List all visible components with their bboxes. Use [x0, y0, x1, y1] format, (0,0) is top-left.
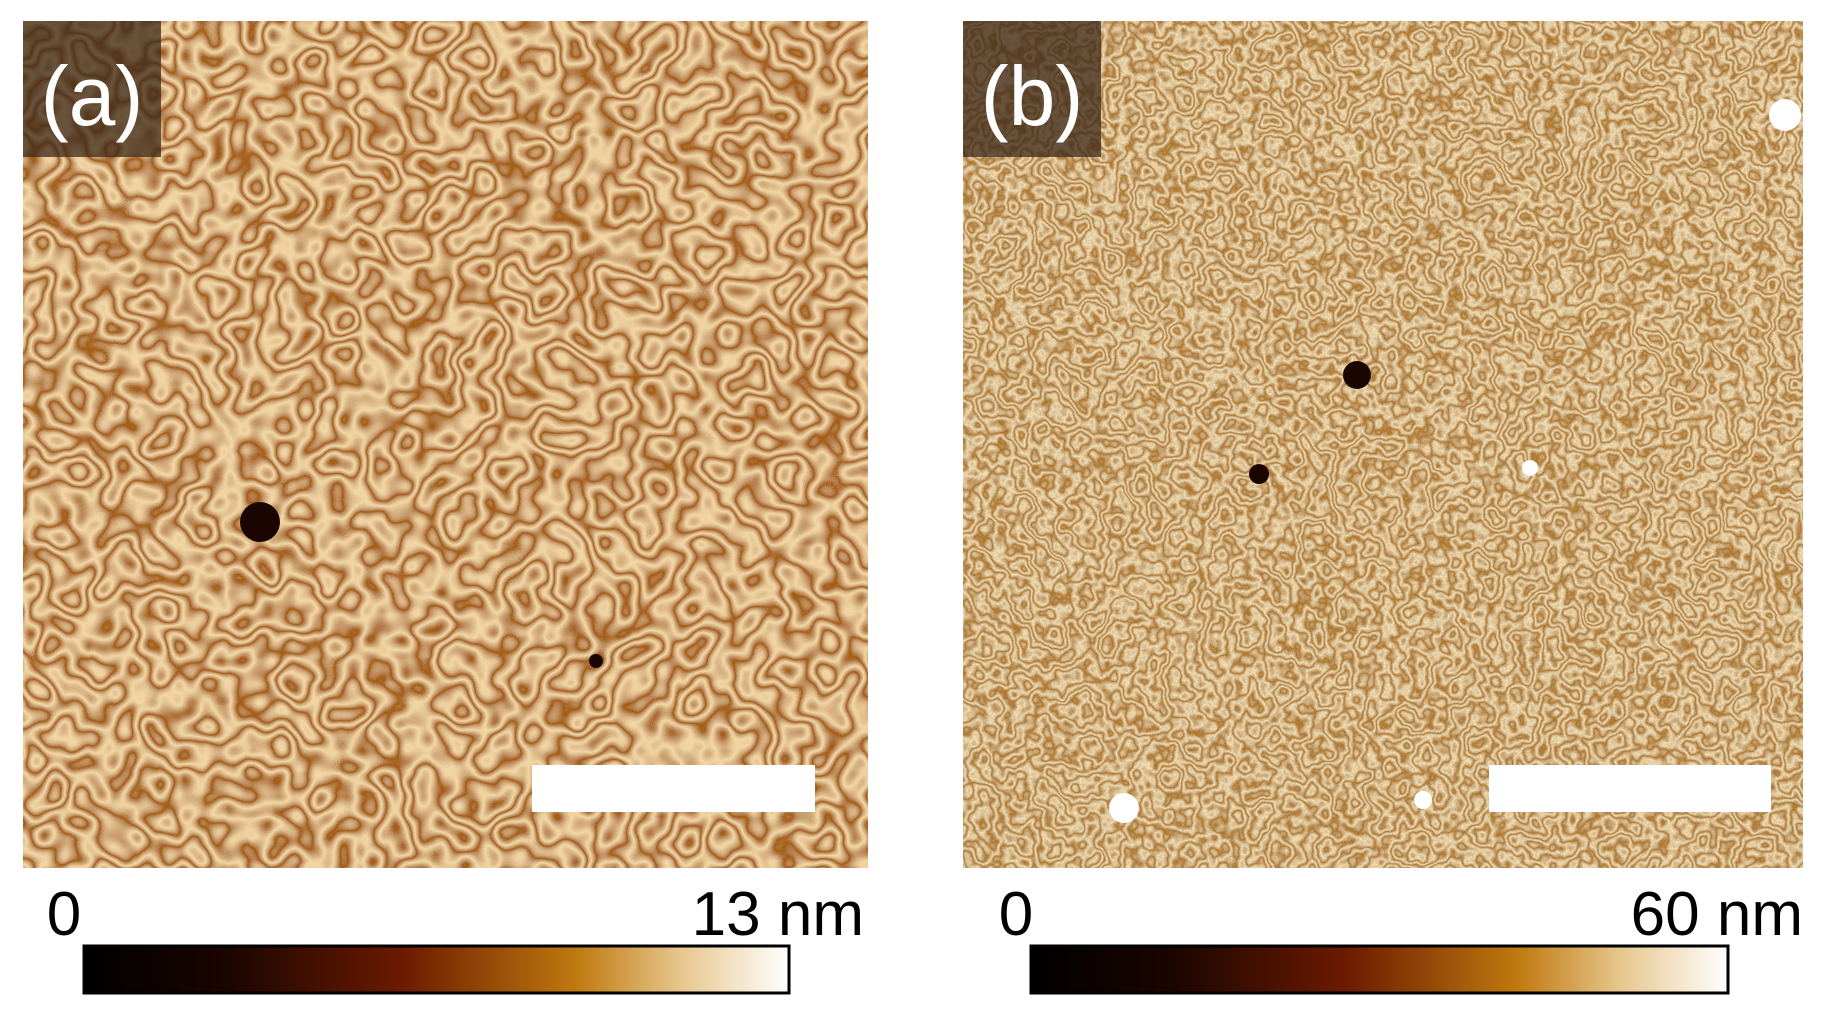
scale-bar [532, 765, 815, 812]
afm-image-b [963, 21, 1803, 868]
colorbar [1029, 944, 1730, 995]
colorbar [82, 944, 791, 995]
panel-label: (b) [981, 49, 1084, 143]
label-box [963, 21, 1101, 157]
scale-bar [1489, 765, 1771, 812]
colorbar-min: 0 [999, 880, 1033, 949]
label-box [23, 21, 161, 157]
panel-label: (a) [41, 49, 144, 143]
colorbar-min: 0 [47, 880, 81, 949]
colorbar-max: 13 nm [692, 880, 864, 949]
colorbar-max: 60 nm [1631, 880, 1803, 949]
afm-image-a [23, 21, 868, 868]
